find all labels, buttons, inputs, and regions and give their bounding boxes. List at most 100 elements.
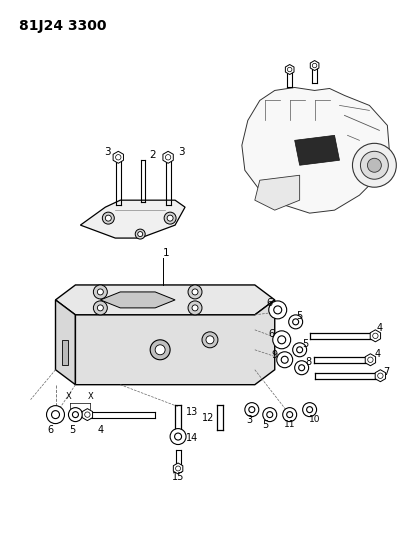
- Polygon shape: [163, 151, 173, 163]
- Text: 5: 5: [296, 311, 303, 321]
- Circle shape: [85, 412, 90, 417]
- Circle shape: [281, 356, 288, 364]
- Text: 6: 6: [269, 329, 275, 339]
- Circle shape: [267, 411, 273, 417]
- Text: 5: 5: [263, 419, 269, 430]
- Text: 12: 12: [202, 413, 214, 423]
- Polygon shape: [295, 135, 340, 165]
- Circle shape: [373, 333, 378, 338]
- Polygon shape: [113, 151, 124, 163]
- Text: 8: 8: [306, 357, 312, 367]
- Text: 3: 3: [247, 415, 253, 425]
- Polygon shape: [285, 64, 294, 75]
- Text: 9: 9: [272, 350, 278, 360]
- Text: 15: 15: [172, 472, 184, 482]
- Circle shape: [202, 332, 218, 348]
- Circle shape: [269, 301, 287, 319]
- Circle shape: [170, 429, 186, 445]
- Circle shape: [297, 347, 303, 353]
- Circle shape: [93, 285, 107, 299]
- Circle shape: [166, 155, 171, 160]
- Polygon shape: [62, 340, 68, 365]
- Circle shape: [72, 411, 78, 417]
- Polygon shape: [310, 61, 319, 70]
- Polygon shape: [255, 175, 300, 210]
- Polygon shape: [173, 463, 183, 474]
- Circle shape: [293, 319, 299, 325]
- Text: 3: 3: [104, 147, 111, 157]
- Circle shape: [46, 406, 64, 424]
- Circle shape: [378, 373, 383, 378]
- Circle shape: [368, 158, 381, 172]
- Circle shape: [274, 306, 282, 314]
- Circle shape: [116, 155, 121, 160]
- Circle shape: [277, 352, 293, 368]
- Polygon shape: [100, 292, 175, 308]
- Circle shape: [307, 407, 313, 413]
- Polygon shape: [56, 285, 275, 315]
- Polygon shape: [370, 330, 380, 342]
- Text: 2: 2: [149, 150, 156, 160]
- Polygon shape: [80, 200, 185, 238]
- Text: 1: 1: [163, 248, 170, 258]
- Text: 81J24 3300: 81J24 3300: [19, 19, 106, 33]
- Circle shape: [192, 305, 198, 311]
- Circle shape: [102, 212, 114, 224]
- Circle shape: [192, 289, 198, 295]
- Polygon shape: [242, 87, 389, 213]
- Text: 6: 6: [267, 298, 273, 308]
- Text: 6: 6: [48, 425, 54, 434]
- Text: 11: 11: [284, 420, 296, 429]
- Text: 4: 4: [97, 425, 104, 434]
- Circle shape: [52, 410, 60, 418]
- Text: 7: 7: [383, 367, 390, 377]
- Polygon shape: [76, 300, 275, 385]
- Polygon shape: [365, 354, 376, 366]
- Circle shape: [360, 151, 388, 179]
- Circle shape: [176, 466, 180, 471]
- Circle shape: [303, 402, 316, 417]
- Circle shape: [368, 357, 373, 362]
- Text: 4: 4: [376, 323, 382, 333]
- Text: 14: 14: [186, 433, 198, 442]
- Circle shape: [135, 229, 145, 239]
- Circle shape: [150, 340, 170, 360]
- Circle shape: [155, 345, 165, 355]
- Circle shape: [312, 63, 317, 68]
- Circle shape: [167, 215, 173, 221]
- Circle shape: [289, 315, 303, 329]
- Text: 10: 10: [309, 415, 320, 424]
- Text: X: X: [66, 392, 71, 401]
- Text: 5: 5: [302, 339, 309, 349]
- Circle shape: [278, 336, 286, 344]
- Circle shape: [249, 407, 255, 413]
- Circle shape: [174, 433, 182, 440]
- Circle shape: [287, 411, 293, 417]
- Text: 13: 13: [186, 407, 198, 417]
- Polygon shape: [82, 409, 92, 421]
- Circle shape: [164, 212, 176, 224]
- Circle shape: [245, 402, 259, 417]
- Circle shape: [68, 408, 82, 422]
- Text: 4: 4: [374, 349, 380, 359]
- Circle shape: [97, 305, 103, 311]
- Circle shape: [188, 285, 202, 299]
- Circle shape: [105, 215, 111, 221]
- Circle shape: [288, 67, 292, 72]
- Circle shape: [299, 365, 305, 371]
- Text: X: X: [88, 392, 93, 401]
- Polygon shape: [375, 370, 386, 382]
- Circle shape: [352, 143, 396, 187]
- Circle shape: [283, 408, 297, 422]
- Circle shape: [273, 331, 291, 349]
- Circle shape: [97, 289, 103, 295]
- Circle shape: [188, 301, 202, 315]
- Circle shape: [263, 408, 277, 422]
- Text: 3: 3: [178, 147, 184, 157]
- Circle shape: [293, 343, 307, 357]
- Circle shape: [295, 361, 309, 375]
- Circle shape: [138, 232, 143, 237]
- Circle shape: [206, 336, 214, 344]
- Circle shape: [93, 301, 107, 315]
- Text: 5: 5: [69, 425, 76, 434]
